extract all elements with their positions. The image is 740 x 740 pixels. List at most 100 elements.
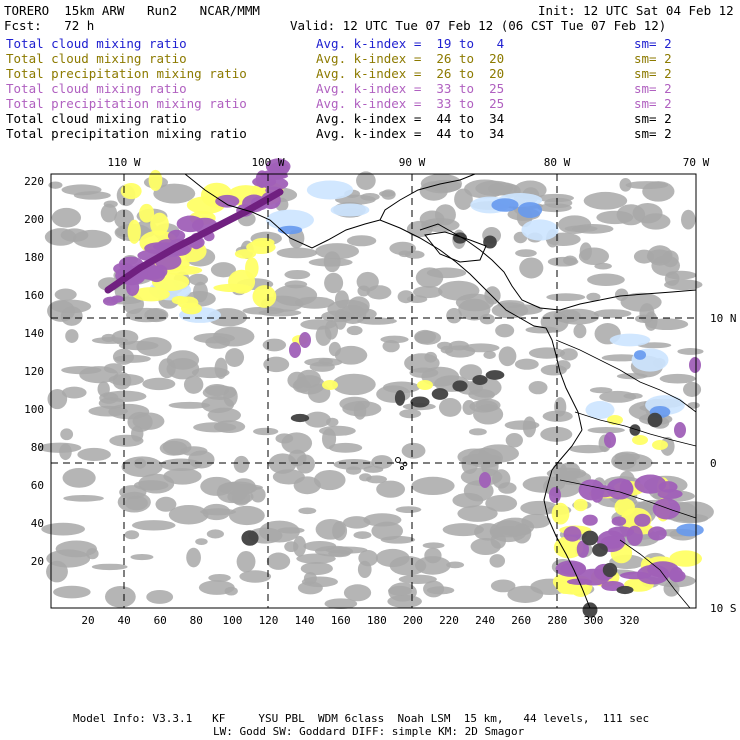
field-blob [587,273,625,287]
field-blob [559,348,578,361]
field-blob [236,550,256,573]
field-blob [669,550,703,567]
field-blob [520,500,559,516]
valid-time: Valid: 12 UTC Tue 07 Feb 12 (06 CST Tue … [290,18,667,33]
field-blob [410,396,430,408]
field-blob [348,296,370,315]
field-blob [258,309,302,317]
field-blob [46,560,68,583]
field-blob [507,585,544,603]
field-blob [146,589,174,604]
field-blob [322,428,337,450]
field-blob [634,474,667,494]
field-blob [207,407,241,423]
field-blob [479,472,491,488]
field-blob [398,574,437,584]
field-blob [594,262,612,270]
field-blob [328,442,363,453]
field-blob [519,257,544,279]
field-blob [193,333,235,344]
field-blob [616,373,648,380]
field-blob [114,209,134,229]
field-blob [334,308,347,330]
field-blob [462,453,502,465]
field-blob [142,377,176,391]
field-blob [563,255,578,266]
precip-band [104,188,284,294]
init-time: Init: 12 UTC Sat 04 Feb 12 [538,3,734,18]
field-blob [168,504,209,525]
field-blob [620,292,662,312]
field-blob [252,285,277,308]
field-blob [528,347,566,359]
x-tick-label: 220 [439,614,459,627]
field-blob [563,526,582,542]
field-blob [138,473,175,494]
field-blob [136,337,172,357]
field-blob [225,348,245,367]
lon-label: 70 W [683,156,710,169]
field-blob [315,243,360,260]
latitude-labels: 10 N 0 10 S [710,312,737,615]
field-blob [376,480,406,498]
field-blob [177,296,199,309]
field-blob [632,202,663,224]
field-blob [521,513,551,529]
field-blob [147,266,166,283]
x-tick-label: 200 [403,614,423,627]
field-blob [422,542,445,549]
field-blob [332,373,376,396]
legend-sm: sm= 2 [634,36,672,51]
field-blob [569,444,609,454]
y-grid-ticks: 220 200 180 160 140 120 100 80 60 40 20 [24,175,44,568]
field-blob [150,212,169,236]
legend-kidx: Avg. k-index = 26 to 20 [316,51,505,66]
field-blob [120,183,142,200]
y-tick-label: 80 [31,441,44,454]
weather-map: 110 W 100 W 90 W 80 W 70 W 10 N 0 10 S 20 40 60 8… [24,156,737,627]
field-blob [409,367,439,378]
field-blob [536,193,574,203]
field-blob [63,495,104,502]
field-blob [357,285,371,297]
field-blob [472,375,488,385]
field-blob [330,203,370,217]
model-title: TORERO 15km ARW Run2 NCAR/MMM [4,3,260,18]
field-blob [468,389,495,401]
field-blob [596,210,634,225]
field-blob [552,573,579,591]
field-blob [276,247,318,259]
field-blob [200,508,237,516]
lat-label: 0 [710,457,717,470]
field-blob [632,435,648,445]
field-blob [296,553,336,564]
field-blob [556,470,592,486]
field-blob [112,348,135,365]
field-blob [357,317,397,325]
field-blob [61,386,87,399]
field-blob [297,369,321,388]
field-blob [689,357,701,373]
field-blob [183,375,204,394]
field-blob [683,381,702,398]
legend-field: Total precipitation mixing ratio [6,126,247,141]
field-blob [498,346,517,367]
field-blob [195,538,208,545]
field-blob [388,585,412,596]
field-blob [124,530,140,540]
field-blob [72,229,112,248]
field-blob [592,543,608,557]
field-blob [464,179,506,199]
field-blob [228,269,256,294]
x-grid-ticks: 20 40 60 80 100 120 140 160 180 200 220 240 260 280 30… [81,614,639,627]
field-blob [452,380,468,392]
y-tick-label: 140 [24,327,44,340]
field-blob [59,443,72,461]
field-blob [126,279,140,296]
field-blob [313,469,346,491]
field-blob [634,513,651,527]
y-tick-label: 220 [24,175,44,188]
field-blob [491,198,519,212]
field-blob [371,521,404,541]
legend-sm: sm= 2 [634,111,672,126]
